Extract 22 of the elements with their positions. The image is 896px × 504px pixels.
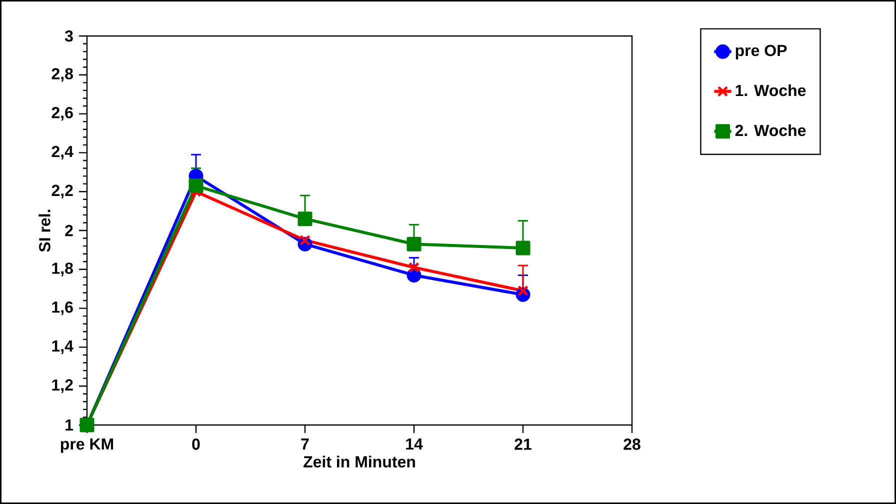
y-tick-label: 1,2 xyxy=(52,379,73,393)
y-axis-title: SI rel. xyxy=(38,210,50,252)
y-tick-label: 1,4 xyxy=(52,340,74,354)
y-tick-label: 2,2 xyxy=(52,184,73,198)
x-tick-label: 21 xyxy=(514,438,532,450)
legend-label: 2. Woche xyxy=(735,124,806,136)
x-axis-title: Zeit in Minuten xyxy=(304,456,415,468)
y-tick-label: 2,8 xyxy=(52,68,73,82)
y-tick-label: 1,6 xyxy=(52,301,73,316)
y-tick-label: 2,4 xyxy=(52,146,74,160)
y-tick-label: 1,8 xyxy=(52,262,73,276)
y-tick-label: 2 xyxy=(65,224,73,236)
y-tick-label: 3 xyxy=(64,30,73,42)
legend-label: pre OP xyxy=(736,44,787,60)
legend-label: 1. Woche xyxy=(736,84,806,96)
y-tick-label: 1 xyxy=(66,419,74,431)
x-tick-label: 14 xyxy=(406,438,423,450)
x-tick-label: 7 xyxy=(301,438,309,450)
x-tick-label: 28 xyxy=(624,438,640,450)
x-tick-label: pre KM xyxy=(60,438,114,453)
x-tick-label: 0 xyxy=(192,438,200,450)
y-tick-label: 2,6 xyxy=(52,106,73,121)
